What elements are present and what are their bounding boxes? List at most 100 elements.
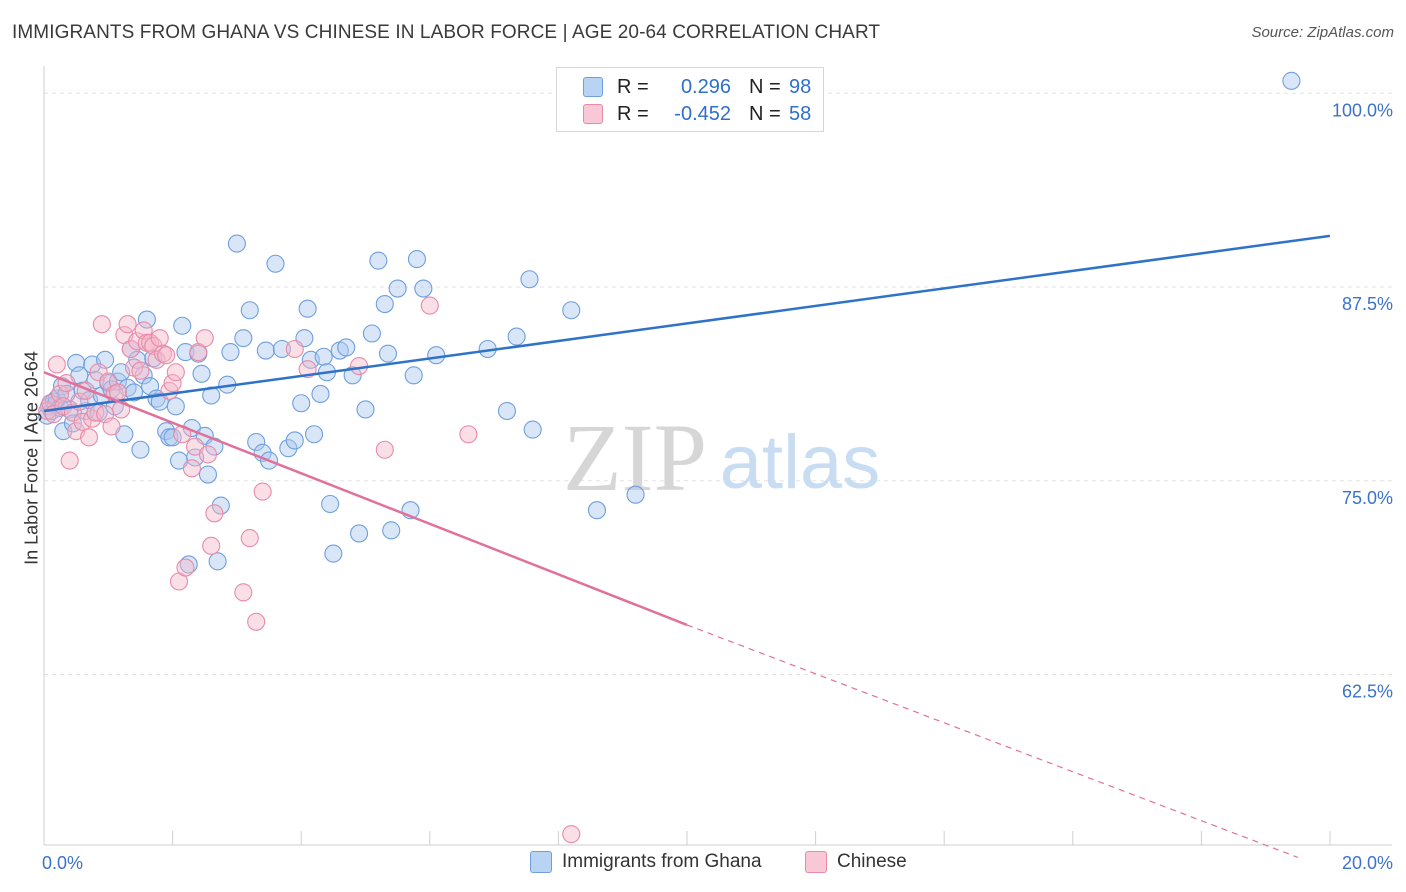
ghana-point [208, 552, 227, 571]
chinese-trend-line [43, 371, 688, 627]
ghana-point [337, 338, 356, 357]
chinese-point [60, 451, 79, 470]
ghana-point [378, 344, 398, 363]
ghana-point [404, 366, 423, 385]
bottom-legend-label-ghana: Immigrants from Ghana [562, 851, 762, 872]
legend-row-chinese: R = -0.452 N = 58 [583, 102, 811, 126]
chinese-point [89, 363, 108, 382]
ghana-point [407, 250, 426, 269]
ghana-point [227, 234, 246, 253]
ghana-point [192, 364, 211, 383]
chinese-point [459, 425, 478, 444]
legend-r-value: 0.296 [680, 75, 731, 98]
ghana-point [375, 294, 394, 314]
chinese-point [153, 344, 173, 363]
ghana-point [240, 301, 259, 320]
chinese-point [47, 355, 66, 374]
watermark: ZIP atlas [563, 404, 880, 511]
ghana-point [523, 420, 542, 439]
y-tick-label: 62.5% [1342, 682, 1393, 702]
ghana-point [166, 397, 185, 416]
chinese-point [285, 339, 304, 359]
chinese-point [182, 459, 201, 478]
chinese-point [202, 536, 221, 555]
chinese-point [253, 482, 272, 501]
ghana-point [388, 279, 407, 298]
chinese-point [150, 329, 169, 348]
ghana-point [163, 428, 182, 447]
chinese-point [131, 361, 150, 380]
source-label: Source: ZipAtlas.com [1251, 24, 1394, 41]
chinese-point [205, 504, 224, 523]
legend-swatch-ghana [583, 77, 603, 97]
y-tick-label: 87.5% [1342, 294, 1393, 314]
chinese-trend-line-extrapolated [686, 624, 1299, 858]
ghana-point [520, 270, 539, 289]
ghana-point [124, 383, 144, 402]
axes [43, 66, 1392, 846]
x-tick-label: 0.0% [42, 853, 83, 873]
chinese-point [118, 315, 137, 334]
chinese-point [157, 346, 176, 365]
chinese-point [163, 374, 182, 393]
bottom-legend-swatch-chinese [805, 851, 827, 873]
legend-n-label: N = [749, 75, 781, 98]
legend-r-label: R = [617, 75, 649, 98]
tick-labels: 100.0% 87.5% 75.0% 62.5% 0.0% 20.0% [42, 100, 1393, 873]
ghana-point [314, 347, 333, 366]
ghana-point [369, 251, 388, 270]
ghana-point [356, 400, 375, 419]
legend: R = 0.296 N = 98 R = -0.452 N = 58 [556, 67, 824, 132]
chinese-point [166, 363, 185, 382]
x-tick-label: 20.0% [1342, 853, 1393, 873]
ghana-point [362, 324, 381, 343]
legend-r-label: R = [617, 102, 649, 125]
ghana-point [497, 401, 517, 421]
ghana-point [311, 384, 330, 404]
ghana-point [427, 346, 446, 365]
ghana-point [298, 299, 317, 318]
ghana-point [131, 440, 150, 459]
chinese-point [73, 412, 92, 431]
ghana-point [285, 431, 304, 450]
ghana-point [54, 422, 73, 441]
legend-n-value: 98 [789, 75, 812, 98]
legend-swatch-chinese [583, 104, 603, 124]
legend-n-value: 58 [789, 102, 812, 125]
ghana-point [292, 394, 311, 413]
trend-lines [43, 234, 1331, 858]
ghana-point [179, 555, 198, 574]
y-tick-label: 75.0% [1342, 488, 1393, 508]
chinese-point [102, 417, 121, 436]
ghana-point [626, 485, 645, 504]
bottom-legend-ghana: Immigrants from Ghana [530, 851, 762, 873]
watermark-zip: ZIP [563, 404, 707, 511]
ghana-point [198, 465, 218, 484]
ghana-point [173, 316, 192, 335]
ghana-point [256, 341, 275, 360]
ghana-point [266, 254, 285, 273]
ghana-point [343, 366, 362, 385]
chinese-point [240, 529, 259, 548]
chinese-point [92, 315, 111, 334]
legend-n-label: N = [749, 102, 781, 125]
ghana-trend-line [43, 234, 1331, 413]
chinese-point [375, 440, 394, 459]
chinese-point [420, 296, 439, 315]
ghana-point [350, 524, 369, 543]
chinese-point [176, 558, 195, 577]
ghana-point [221, 343, 240, 362]
ghana-point [382, 521, 401, 540]
chinese-point [234, 583, 253, 602]
ghana-point [305, 425, 324, 444]
watermark-atlas: atlas [720, 420, 881, 505]
chart-title: IMMIGRANTS FROM GHANA VS CHINESE IN LABO… [12, 22, 881, 43]
ghana-point [587, 501, 607, 520]
ghana-point [137, 310, 156, 329]
y-axis-title: In Labor Force | Age 20-64 [21, 351, 42, 565]
bottom-legend-swatch-ghana [530, 851, 552, 873]
ghana-point [247, 432, 266, 452]
ghana-point [324, 544, 343, 563]
legend-row-ghana: R = 0.296 N = 98 [583, 75, 811, 99]
